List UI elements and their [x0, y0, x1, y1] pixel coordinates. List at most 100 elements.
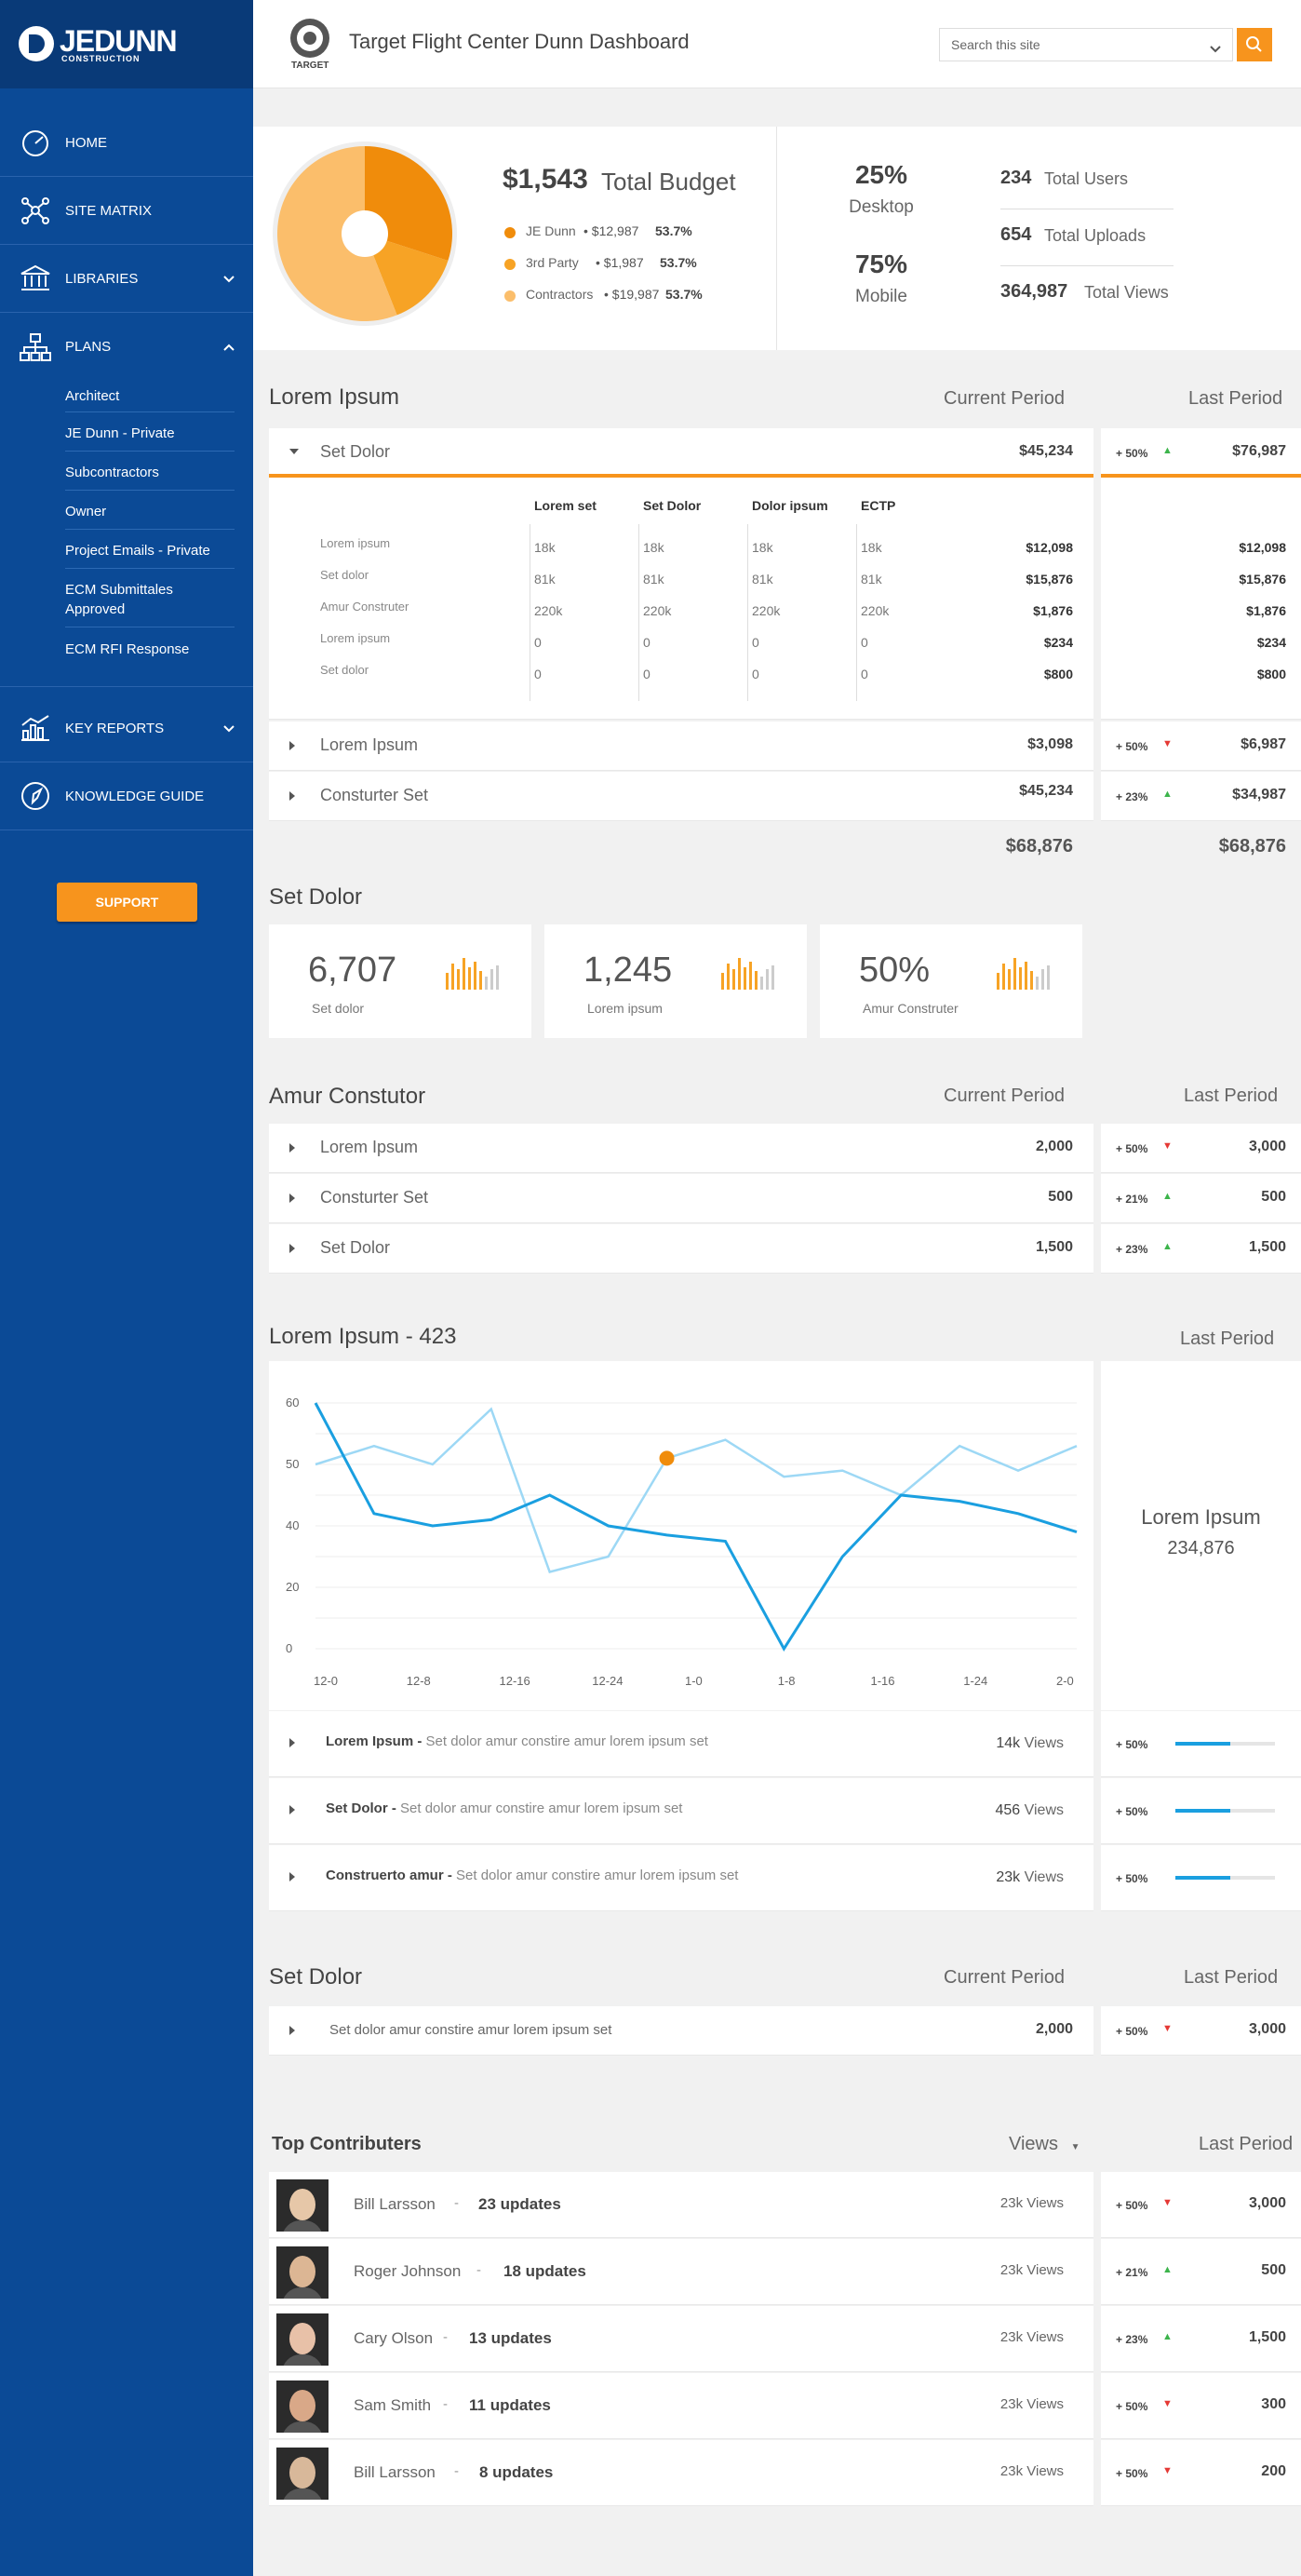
side-value: 234,876	[1167, 1538, 1235, 1558]
arrow-down-icon: ▼	[1162, 2197, 1173, 2208]
table-row[interactable]: Consturter Set 500	[269, 1174, 1093, 1223]
table-header: Lorem set	[534, 498, 597, 513]
views-dropdown[interactable]: Views ▼	[1009, 2134, 1080, 2155]
article-row[interactable]: Lorem Ipsum - Set dolor amur constire am…	[269, 1711, 1093, 1777]
support-button[interactable]: SUPPORT	[57, 883, 197, 922]
table-row[interactable]: Lorem Ipsum 2,000	[269, 1124, 1093, 1173]
plans-sub-architect[interactable]: Architect	[65, 373, 235, 412]
last-period-cell: + 50% ▼ 200	[1101, 2440, 1301, 2506]
article-text: Lorem Ipsum - Set dolor amur constire am…	[326, 1733, 708, 1749]
row-value: $45,234	[1019, 443, 1073, 459]
detail-table: Lorem set Set Dolor Dolor ipsum ECTP Lorem i…	[269, 478, 1093, 720]
stat-card: 50% Amur Construter	[820, 924, 1082, 1038]
legend-value: • $19,987	[604, 287, 660, 302]
nav-plans[interactable]: PLANS	[0, 313, 253, 381]
caret-right-icon[interactable]	[289, 791, 295, 801]
contributor-row[interactable]: Cary Olson - 13 updates 23k Views	[269, 2306, 1093, 2372]
article-row[interactable]: Set Dolor - Set dolor amur constire amur…	[269, 1778, 1093, 1844]
row-label: Set Dolor	[320, 1238, 391, 1257]
mini-bar	[451, 964, 454, 990]
caret-right-icon[interactable]	[289, 1805, 295, 1814]
sec5-row[interactable]: Set dolor amur constire amur lorem ipsum…	[269, 2006, 1093, 2056]
progress-fill	[1175, 1809, 1230, 1813]
avatar-face	[289, 2323, 315, 2354]
mini-bar	[771, 965, 774, 990]
library-building-icon	[17, 263, 54, 294]
search-input[interactable]: Search this site	[939, 28, 1233, 61]
contributor-row[interactable]: Bill Larsson - 8 updates 23k Views	[269, 2440, 1093, 2506]
table-row-label: Lorem ipsum	[320, 631, 391, 645]
last-period-cell: + 50%	[1101, 1845, 1301, 1911]
x-tick-label: 1-8	[778, 1674, 796, 1688]
change-pct: + 50%	[1116, 1805, 1148, 1818]
caret-down-icon[interactable]	[289, 449, 299, 454]
nav-knowledge-guide[interactable]: KNOWLEDGE GUIDE	[0, 762, 253, 830]
chart-title-text: Lorem Ipsum -	[269, 1324, 420, 1349]
search-button[interactable]	[1237, 28, 1272, 61]
total-users-num: 234	[1000, 168, 1032, 188]
contributor-row[interactable]: Sam Smith - 11 updates 23k Views	[269, 2373, 1093, 2439]
contributor-name: Sam Smith	[354, 2396, 432, 2414]
plans-sub-ecm-rfi[interactable]: ECM RFI Response	[65, 641, 190, 657]
mini-bar	[474, 962, 476, 990]
last-period-cell: + 50% ▼ 3,000	[1101, 2006, 1301, 2056]
row-lorem-ipsum[interactable]: Lorem Ipsum $3,098	[269, 722, 1093, 771]
nav-home[interactable]: HOME	[0, 109, 253, 177]
table-cell: 220k	[643, 603, 672, 618]
caret-right-icon[interactable]	[289, 1738, 295, 1747]
table-cell: 0	[861, 635, 868, 650]
nav-key-reports[interactable]: KEY REPORTS	[0, 695, 253, 762]
row-value: 2,000	[1035, 2021, 1073, 2037]
contributor-row[interactable]: Bill Larsson - 23 updates 23k Views	[269, 2172, 1093, 2238]
x-tick-label: 12-24	[592, 1674, 623, 1688]
nav-site-matrix-label: SITE MATRIX	[65, 202, 153, 219]
legend-pct: 53.7%	[660, 255, 697, 270]
caret-right-icon[interactable]	[289, 1872, 295, 1881]
last-period-cell: + 50% ▼ 3,000	[1101, 2172, 1301, 2238]
caret-right-icon[interactable]	[289, 1244, 295, 1253]
series-line	[315, 1407, 1078, 1573]
row-value: $3,098	[1027, 736, 1073, 752]
last-period-cell: + 21% ▲ 500	[1101, 2239, 1301, 2305]
row-value: 500	[1048, 1189, 1073, 1205]
caret-right-icon[interactable]	[289, 1194, 295, 1203]
change-pct: + 21%	[1116, 1193, 1148, 1206]
contributor-row[interactable]: Roger Johnson - 18 updates 23k Views	[269, 2239, 1093, 2305]
caret-right-icon[interactable]	[289, 1143, 295, 1153]
name-separator: -	[476, 2262, 481, 2278]
caret-right-icon[interactable]	[289, 2026, 295, 2035]
avatar	[276, 2448, 329, 2500]
arrow-down-icon: ▼	[1162, 1140, 1173, 1152]
last-period-label: Last Period	[1188, 388, 1283, 409]
last-value: 200	[1261, 2463, 1286, 2479]
caret-right-icon[interactable]	[289, 741, 295, 750]
nav-site-matrix[interactable]: SITE MATRIX	[0, 177, 253, 245]
row-consturter-set[interactable]: Consturter Set $45,234	[269, 772, 1093, 821]
nav-key-reports-label: KEY REPORTS	[65, 720, 165, 736]
y-tick-label: 0	[286, 1641, 292, 1655]
chevron-down-icon[interactable]	[1210, 41, 1221, 58]
chart-side-panel: Lorem Ipsum 234,876	[1101, 1361, 1301, 1710]
plans-sub-subcontractors[interactable]: Subcontractors	[65, 452, 235, 491]
plans-sub-project-emails[interactable]: Project Emails - Private	[65, 530, 235, 569]
expanded-row-set-dolor[interactable]: Set Dolor $45,234	[269, 428, 1093, 478]
section-title: Set Dolor	[269, 884, 363, 910]
table-row-value: $12,098	[1026, 540, 1073, 555]
stat-card-label: Lorem ipsum	[587, 1001, 663, 1016]
desktop-pct: 25%	[854, 160, 908, 189]
legend-value-text: $19,987	[611, 287, 660, 302]
article-row[interactable]: Construerto amur - Set dolor amur consti…	[269, 1845, 1093, 1911]
highlight-point[interactable]	[659, 1450, 675, 1466]
arrow-up-icon: ▲	[1162, 445, 1173, 456]
legend-pct: 53.7%	[655, 223, 692, 238]
progress-fill	[1175, 1876, 1230, 1880]
target-logo-icon	[290, 19, 329, 58]
plans-sub-jedunn-private[interactable]: JE Dunn - Private	[65, 412, 235, 452]
mini-bar	[485, 977, 488, 990]
nav-libraries[interactable]: LIBRARIES	[0, 245, 253, 313]
plans-sub-owner[interactable]: Owner	[65, 491, 235, 530]
jedunn-logo[interactable]: JEDUNN CONSTRUCTION	[0, 0, 253, 88]
mini-bar	[479, 971, 482, 990]
plans-sub-ecm-submittales[interactable]: ECM Submittales Approved	[65, 569, 235, 627]
table-row[interactable]: Set Dolor 1,500	[269, 1224, 1093, 1274]
